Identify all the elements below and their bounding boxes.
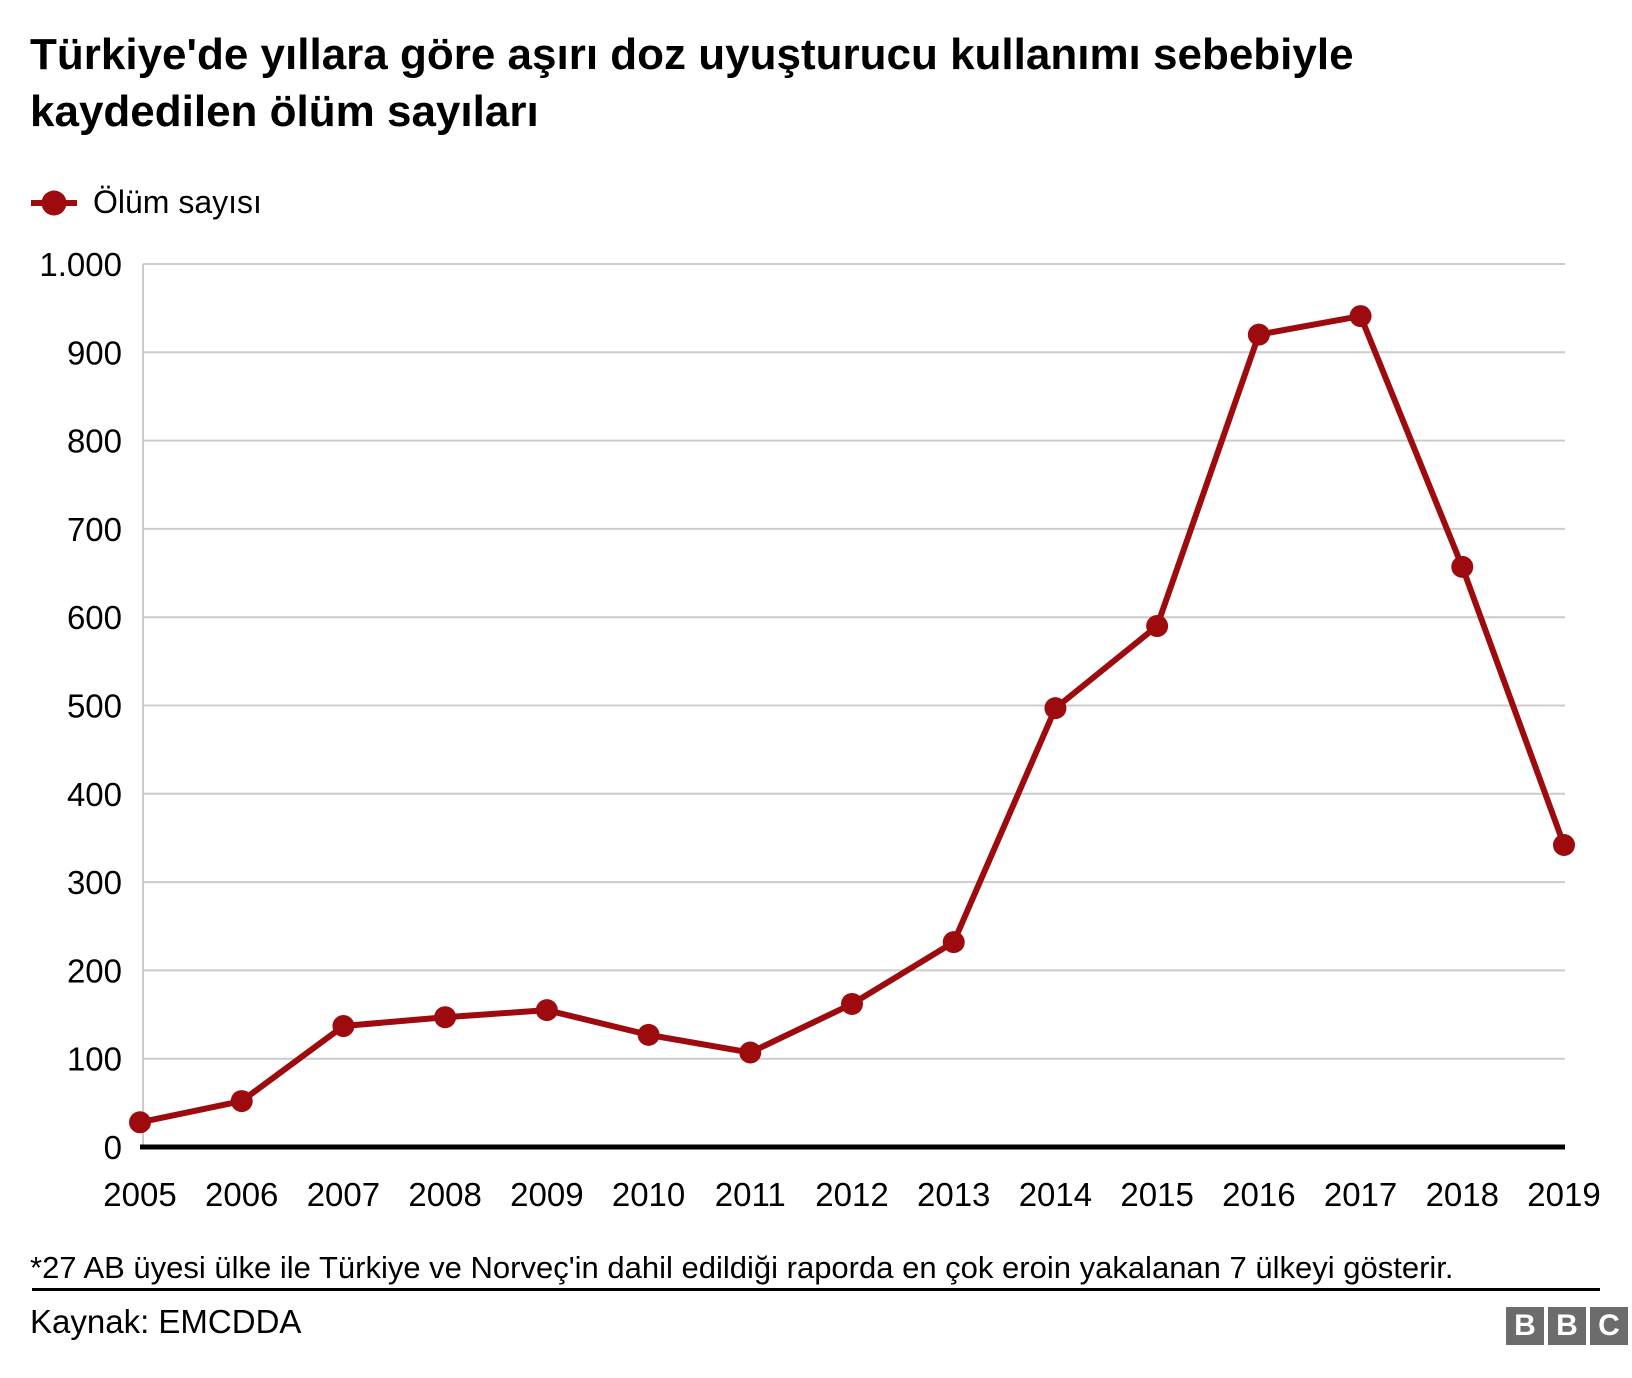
data-point-2012 xyxy=(840,992,863,1015)
x-tick-label: 2016 xyxy=(1222,1176,1295,1213)
data-point-2017 xyxy=(1349,305,1372,328)
bbc-logo-block: C xyxy=(1590,1307,1628,1345)
x-tick-label: 2006 xyxy=(205,1176,278,1213)
x-tick-label: 2014 xyxy=(1019,1176,1092,1213)
data-point-2019 xyxy=(1552,834,1575,857)
data-point-2010 xyxy=(637,1023,660,1046)
legend-label: Ölüm sayısı xyxy=(93,184,262,220)
y-tick-label: 1.000 xyxy=(39,246,122,283)
divider-rule xyxy=(32,1288,1600,1291)
data-point-2005 xyxy=(129,1111,151,1134)
y-tick-label: 0 xyxy=(104,1129,122,1166)
data-point-2016 xyxy=(1247,323,1270,346)
y-tick-label: 600 xyxy=(67,599,122,636)
legend-marker-icon xyxy=(31,190,77,215)
data-point-2014 xyxy=(1044,697,1067,720)
x-tick-label: 2019 xyxy=(1527,1176,1600,1213)
x-tick-label: 2010 xyxy=(612,1176,685,1213)
data-point-2018 xyxy=(1451,555,1474,578)
page-title: Türkiye'de yıllara göre aşırı doz uyuştu… xyxy=(30,30,1354,136)
data-point-2008 xyxy=(434,1006,457,1029)
data-point-2015 xyxy=(1146,615,1169,638)
x-tick-label: 2007 xyxy=(307,1176,380,1213)
legend: Ölüm sayısı xyxy=(30,184,262,221)
data-point-2013 xyxy=(942,931,965,954)
x-tick-label: 2009 xyxy=(510,1176,583,1213)
y-tick-label: 100 xyxy=(67,1041,122,1078)
data-point-2011 xyxy=(739,1041,762,1064)
x-tick-label: 2018 xyxy=(1426,1176,1499,1213)
bbc-logo-block: B xyxy=(1548,1307,1586,1345)
x-tick-label: 2012 xyxy=(815,1176,888,1213)
y-tick-label: 400 xyxy=(67,776,122,813)
y-tick-label: 800 xyxy=(67,423,122,460)
y-tick-label: 900 xyxy=(67,334,122,371)
x-tick-label: 2017 xyxy=(1324,1176,1397,1213)
x-tick-label: 2011 xyxy=(715,1176,786,1213)
y-tick-label: 500 xyxy=(67,688,122,725)
x-tick-label: 2005 xyxy=(103,1176,176,1213)
data-point-2006 xyxy=(230,1090,253,1113)
data-point-2007 xyxy=(332,1015,355,1038)
chart-footnote: *27 AB üyesi ülke ile Türkiye ve Norveç'… xyxy=(30,1250,1454,1285)
x-tick-label: 2015 xyxy=(1120,1176,1193,1213)
x-tick-label: 2013 xyxy=(917,1176,990,1213)
y-tick-label: 700 xyxy=(67,511,122,548)
source-label: Kaynak: EMCDDA xyxy=(30,1303,302,1340)
chart-canvas: 0 100 200 300 400 500 600 700 800 900 1.000 2005 200… xyxy=(39,246,1600,1213)
data-point-2009 xyxy=(535,999,558,1022)
x-tick-label: 2008 xyxy=(408,1176,481,1213)
bbc-logo: B B C xyxy=(1506,1307,1628,1345)
bbc-logo-block: B xyxy=(1506,1307,1544,1345)
y-tick-label: 200 xyxy=(67,952,122,989)
y-tick-label: 300 xyxy=(67,864,122,901)
